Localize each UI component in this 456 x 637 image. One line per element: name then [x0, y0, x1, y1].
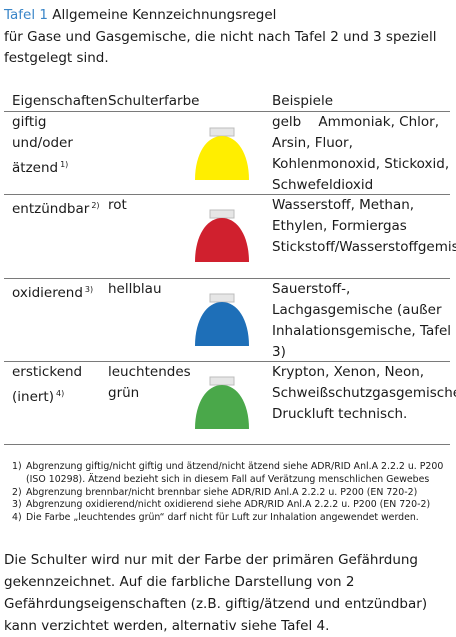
footnote: 3) Abgrenzung oxidierend/nicht oxidieren…	[12, 499, 431, 511]
row-property: oxidierend 3)	[12, 285, 94, 301]
row-property: giftig und/oder ätzend 1)	[12, 114, 73, 176]
table-number: Tafel 1	[4, 7, 48, 23]
row-color: gelb	[272, 114, 302, 130]
header-color: Schulterfarbe	[108, 93, 200, 109]
footnote: 4) Die Farbe „leuchtendes grün“ darf nic…	[12, 512, 419, 524]
table-title: Tafel 1 Allgemeine Kennzeichnungsregel	[4, 6, 276, 24]
row-rule	[4, 278, 450, 279]
footnote: 2) Abgrenzung brennbar/nicht brennbar si…	[12, 486, 418, 498]
cylinder-shoulder-icon	[195, 209, 249, 262]
footnote-ref: 1)	[60, 160, 69, 169]
footer-paragraph: Die Schulter wird nur mit der Farbe der …	[4, 552, 428, 634]
row-color: rot	[108, 197, 127, 213]
row-examples: gelb Ammoniak, Chlor, Arsin, Fluor, Kohl…	[272, 114, 450, 193]
row-property: entzündbar 2)	[12, 201, 100, 217]
row-rule	[4, 194, 450, 195]
table-bottom-rule	[4, 444, 450, 445]
table-subtitle: für Gase und Gasgemische, die nicht nach…	[4, 29, 437, 66]
footnotes: 1) Abgrenzung giftig/nicht giftig und ät…	[12, 461, 452, 525]
header-property: Eigenschaften	[12, 93, 108, 109]
footnote-ref: 3)	[84, 285, 94, 294]
cylinder-shoulder-icon	[195, 293, 249, 346]
header-rule	[4, 111, 450, 112]
footnote-ref: 2)	[91, 201, 100, 210]
cylinder-shoulder-icon	[195, 127, 249, 180]
row-examples: Wasserstoff, Methan, Ethylen, Formiergas…	[272, 197, 456, 255]
row-property: erstickend (inert) 4)	[12, 364, 83, 405]
table-name: Allgemeine Kennzeichnungsregel	[52, 7, 277, 23]
cylinder-shoulder-icon	[195, 376, 249, 429]
row-color: hellblau	[108, 281, 162, 297]
row-rule	[4, 361, 450, 362]
row-color: leuchtendes grün	[108, 364, 191, 401]
header-examples: Beispiele	[272, 93, 334, 109]
footnote: 1) Abgrenzung giftig/nicht giftig und ät…	[12, 461, 444, 485]
row-examples: Krypton, Xenon, Neon, Schweißschutzgasge…	[272, 364, 456, 422]
row-examples: Sauerstoff-, Lachgasgemische (außer Inha…	[272, 281, 452, 360]
footnote-ref: 4)	[56, 389, 65, 398]
